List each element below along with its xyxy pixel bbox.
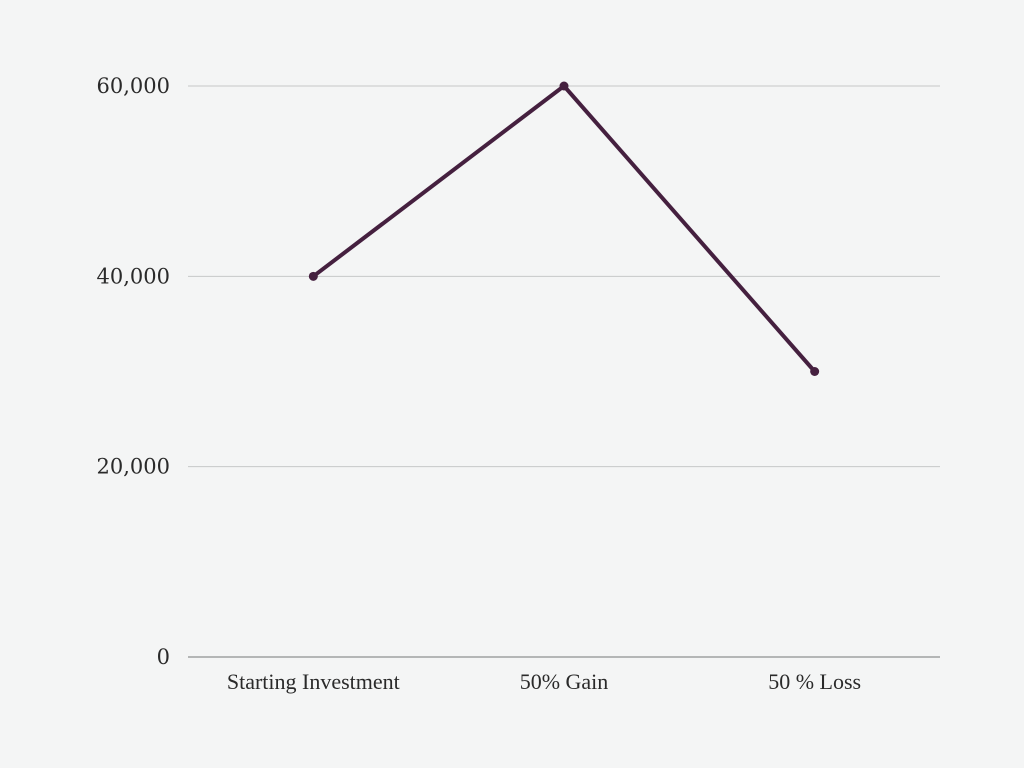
y-tick-label: 40,000 <box>97 264 170 288</box>
x-tick-label: Starting Investment <box>227 669 400 694</box>
x-tick-label: 50 % Loss <box>768 669 861 694</box>
series-layer <box>308 81 820 376</box>
y-tick-label: 60,000 <box>97 74 170 98</box>
grid-layer <box>188 85 940 658</box>
data-point[interactable] <box>308 271 318 281</box>
y-axis-ticks: 0 20,000 40,000 60,000 <box>97 74 170 669</box>
series-line <box>311 84 817 374</box>
y-tick-label: 20,000 <box>97 455 170 479</box>
y-tick-label: 0 <box>157 645 170 669</box>
data-point[interactable] <box>810 367 820 376</box>
x-axis-ticks: Starting Investment 50% Gain 50 % Loss <box>227 669 861 694</box>
x-tick-label: 50% Gain <box>520 669 609 694</box>
data-point[interactable] <box>559 81 569 91</box>
